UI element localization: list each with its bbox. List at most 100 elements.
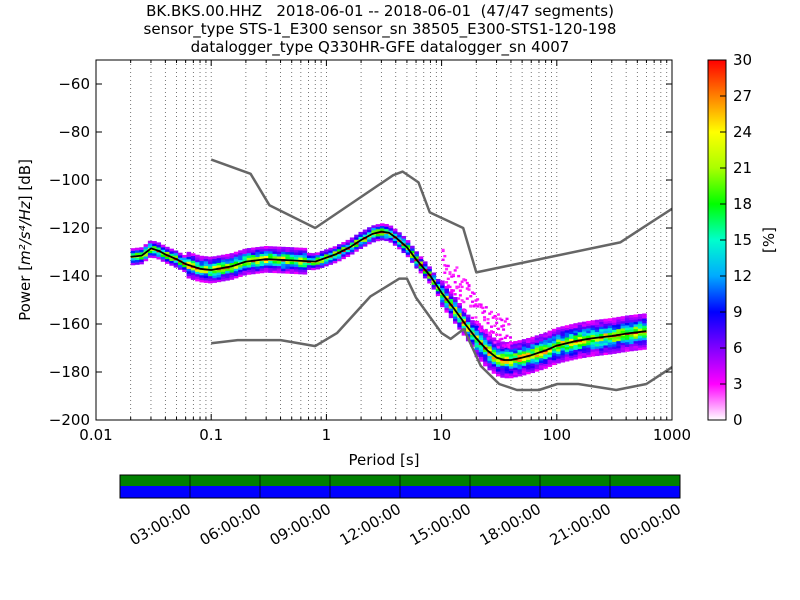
psd-cell — [453, 293, 457, 296]
psd-cell — [453, 281, 457, 284]
psd-cell — [341, 256, 346, 260]
psd-cell — [465, 314, 471, 318]
psd-cell — [530, 339, 535, 342]
psd-cell — [229, 262, 235, 266]
psd-cell — [624, 337, 630, 340]
psd-cell — [521, 353, 527, 357]
psd-cell — [491, 371, 497, 374]
psd-cell — [556, 358, 561, 362]
psd-cell — [311, 253, 316, 256]
psd-cell — [496, 371, 501, 374]
psd-cell — [336, 258, 342, 262]
psd-cell — [152, 250, 157, 254]
psd-cell — [397, 232, 402, 235]
psd-cell — [435, 283, 441, 287]
psd-cell — [263, 253, 269, 256]
psd-cell — [502, 328, 506, 331]
psd-cell — [470, 320, 475, 323]
psd-cell — [134, 250, 140, 253]
psd-cell — [427, 278, 432, 282]
psd-cell — [130, 248, 136, 251]
psd-cell — [379, 235, 385, 239]
psd-cell — [564, 349, 570, 352]
psd-cell — [616, 321, 621, 325]
psd-cell — [620, 344, 626, 348]
psd-cell — [581, 350, 587, 354]
psd-cell — [276, 253, 282, 257]
psd-cell — [199, 258, 205, 261]
psd-cell — [620, 318, 626, 322]
psd-cell — [551, 352, 557, 356]
psd-cell — [199, 279, 205, 283]
psd-cell — [477, 303, 481, 306]
psd-cell — [560, 340, 566, 344]
mean-psd-line — [130, 230, 647, 361]
psd-cell — [470, 334, 475, 338]
psd-cell — [208, 259, 213, 262]
psd-cell — [642, 323, 647, 326]
psd-cell — [573, 325, 578, 329]
psd-cell — [551, 335, 557, 339]
psd-cell — [405, 242, 411, 246]
psd-cell — [484, 331, 488, 334]
psd-cell — [586, 344, 591, 348]
psd-cell — [581, 340, 587, 344]
psd-cell — [504, 342, 510, 345]
psd-cell — [577, 331, 583, 335]
psd-cell — [491, 356, 497, 360]
psd-cell — [508, 373, 514, 376]
psd-cell — [500, 348, 505, 352]
psd-cell — [212, 273, 217, 276]
psd-cell — [440, 297, 445, 300]
psd-cell — [547, 354, 553, 358]
psd-cell — [414, 260, 419, 264]
psd-cell — [281, 268, 286, 272]
psd-cell — [526, 364, 531, 368]
psd-cell — [182, 269, 187, 273]
psd-cell — [500, 346, 505, 349]
psd-cell — [460, 299, 464, 302]
psd-cell — [637, 316, 643, 320]
psd-cell — [498, 338, 502, 341]
psd-cell — [642, 337, 647, 341]
psd-cell — [586, 332, 591, 336]
psd-cell — [642, 332, 647, 336]
psd-cell — [354, 249, 359, 252]
psd-cell — [143, 258, 149, 262]
psd-cell — [160, 254, 166, 257]
colorbar-tick-label: 15 — [733, 231, 752, 249]
psd-cell — [440, 280, 445, 284]
psd-cell — [448, 293, 454, 297]
psd-cell — [472, 292, 476, 295]
psd-cell — [220, 276, 226, 279]
y-axis-label-suffix: ] [dB] — [16, 159, 34, 201]
psd-cell — [607, 325, 613, 329]
psd-cell — [298, 264, 303, 268]
psd-cell — [620, 347, 626, 351]
psd-cell — [410, 260, 415, 263]
psd-cell — [186, 254, 192, 257]
psd-cell — [315, 252, 321, 256]
psd-cell — [285, 271, 291, 274]
psd-cell — [208, 275, 213, 279]
psd-cell — [465, 329, 471, 332]
psd-cell — [599, 350, 604, 354]
psd-cell — [560, 345, 566, 349]
psd-cell — [581, 328, 587, 332]
psd-cell — [547, 345, 553, 348]
psd-cell — [453, 299, 458, 303]
psd-cell — [405, 244, 411, 248]
psd-cell — [152, 241, 157, 244]
psd-cell — [569, 326, 574, 330]
psd-cell — [474, 316, 478, 319]
psd-cell — [324, 254, 329, 257]
psd-cell — [443, 254, 447, 258]
psd-cell — [199, 277, 205, 281]
psd-cell — [384, 223, 389, 227]
psd-cell — [225, 263, 230, 267]
psd-cell — [212, 263, 217, 267]
psd-cell — [186, 275, 192, 279]
psd-cell — [607, 332, 613, 336]
psd-cell — [564, 334, 570, 338]
psd-cell — [276, 246, 282, 250]
